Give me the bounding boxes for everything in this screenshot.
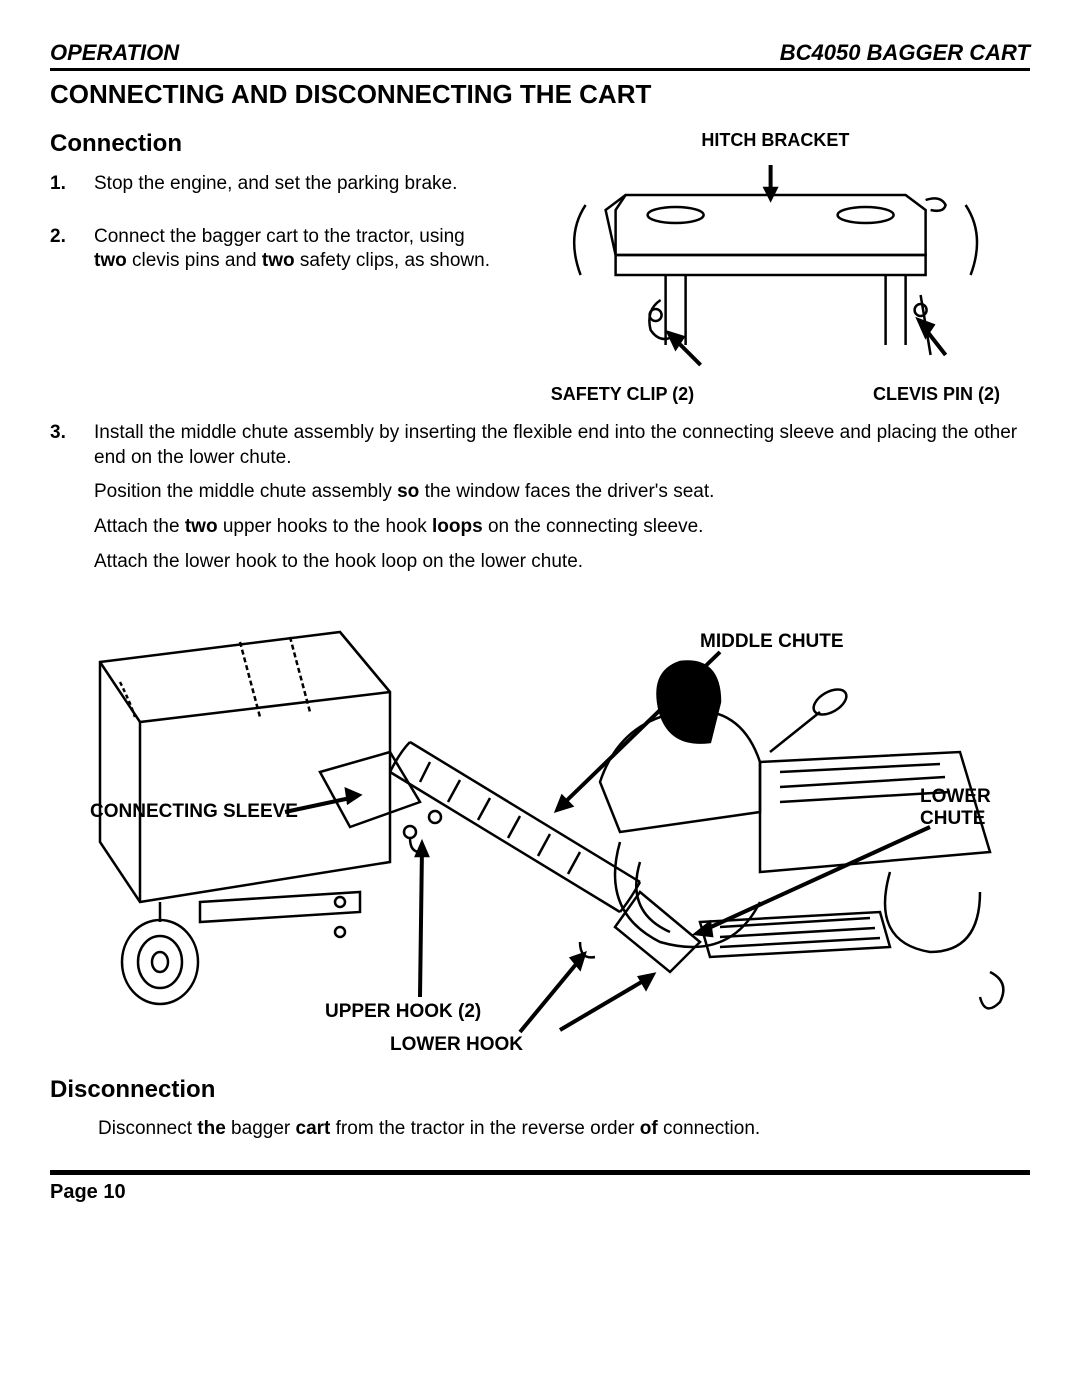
hitch-bracket-label: HITCH BRACKET	[521, 130, 1030, 151]
lower-chute-label-2: CHUTE	[920, 808, 985, 829]
connection-heading: Connection	[50, 130, 501, 158]
disconnection-heading: Disconnection	[50, 1076, 1030, 1104]
top-section: Connection 1. Stop the engine, and set t…	[50, 130, 1030, 405]
upper-hook-label: UPPER HOOK (2)	[325, 1001, 481, 1022]
main-title: CONNECTING AND DISCONNECTING THE CART	[50, 79, 1030, 110]
step-text: Attach the two upper hooks to the hook l…	[94, 515, 1030, 540]
step-body: Install the middle chute assembly by ins…	[94, 421, 1030, 584]
section-name: OPERATION	[50, 40, 179, 66]
safety-clip-label: SAFETY CLIP (2)	[551, 384, 694, 405]
step-body: Connect the bagger cart to the tractor, …	[94, 225, 501, 284]
hitch-bracket-illustration	[521, 155, 1030, 375]
step-text: Connect the bagger cart to the tractor, …	[94, 225, 501, 274]
lower-chute-label: LOWER	[920, 786, 991, 807]
step-text: Install the middle chute assembly by ins…	[94, 421, 1030, 470]
product-name: BC4050 BAGGER CART	[780, 40, 1030, 66]
lower-hook-label: LOWER HOOK	[390, 1034, 523, 1055]
cart-assembly-illustration: CONNECTING SLEEVE MIDDLE CHUTE LOWER CHU…	[60, 602, 1020, 1062]
step-number: 2.	[50, 225, 74, 284]
step-1: 1. Stop the engine, and set the parking …	[50, 172, 501, 207]
step-text: Position the middle chute assembly so th…	[94, 480, 1030, 505]
clevis-pin-label: CLEVIS PIN (2)	[873, 384, 1000, 405]
disconnection-text: Disconnect the bagger cart from the trac…	[98, 1118, 1030, 1140]
connecting-sleeve-label: CONNECTING SLEEVE	[90, 801, 298, 822]
step-text: Stop the engine, and set the parking bra…	[94, 172, 501, 197]
step-3: 3. Install the middle chute assembly by …	[50, 421, 1030, 584]
page-number: Page 10	[50, 1181, 1030, 1204]
step-number: 3.	[50, 421, 74, 584]
step-body: Stop the engine, and set the parking bra…	[94, 172, 501, 207]
middle-chute-label: MIDDLE CHUTE	[700, 631, 844, 652]
step-number: 1.	[50, 172, 74, 207]
footer: Page 10	[50, 1170, 1030, 1204]
step-text: Attach the lower hook to the hook loop o…	[94, 550, 1030, 575]
hitch-bottom-labels: SAFETY CLIP (2) CLEVIS PIN (2)	[521, 384, 1030, 405]
hitch-figure-column: HITCH BRACKET	[521, 130, 1030, 405]
step-2: 2. Connect the bagger cart to the tracto…	[50, 225, 501, 284]
text-column: Connection 1. Stop the engine, and set t…	[50, 130, 501, 405]
page-header: OPERATION BC4050 BAGGER CART	[50, 40, 1030, 71]
